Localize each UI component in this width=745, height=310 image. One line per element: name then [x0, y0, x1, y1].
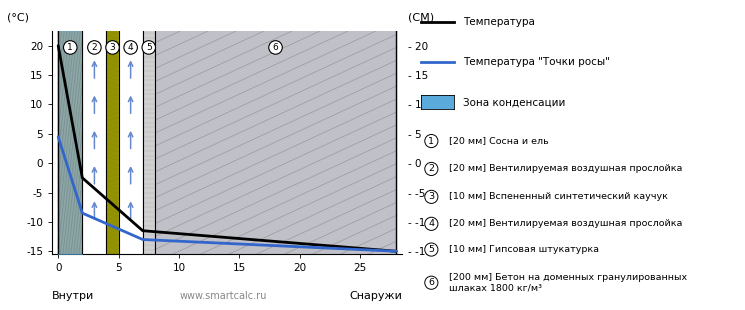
- Text: Температура: Температура: [463, 17, 535, 27]
- Text: [200 мм] Бетон на доменных гранулированных
шлаках 1800 кг/м³: [200 мм] Бетон на доменных гранулированн…: [449, 273, 688, 292]
- Text: Температура "Точки росы": Температура "Точки росы": [463, 57, 610, 67]
- Text: (СМ): (СМ): [408, 12, 434, 22]
- Text: [10 мм] Вспененный синтетический каучук: [10 мм] Вспененный синтетический каучук: [449, 192, 668, 202]
- Text: [20 мм] Вентилируемая воздушная прослойка: [20 мм] Вентилируемая воздушная прослойк…: [449, 164, 682, 174]
- Text: 4: 4: [428, 219, 434, 228]
- Text: [20 мм] Сосна и ель: [20 мм] Сосна и ель: [449, 136, 549, 146]
- Text: 1: 1: [428, 136, 434, 146]
- Text: (°C): (°C): [7, 12, 28, 22]
- Text: 2: 2: [428, 164, 434, 174]
- Text: [10 мм] Гипсовая штукатурка: [10 мм] Гипсовая штукатурка: [449, 245, 599, 254]
- Text: 1: 1: [67, 43, 73, 52]
- Text: 3: 3: [110, 43, 115, 52]
- Text: 4: 4: [128, 43, 133, 52]
- Text: 5: 5: [146, 43, 152, 52]
- Text: 2: 2: [92, 43, 97, 52]
- Text: 6: 6: [428, 278, 434, 287]
- Text: 6: 6: [273, 43, 279, 52]
- Text: 5: 5: [428, 245, 434, 254]
- Text: Зона конденсации: Зона конденсации: [463, 97, 565, 107]
- Text: Снаружи: Снаружи: [349, 291, 402, 301]
- Text: 3: 3: [428, 192, 434, 202]
- Text: [20 мм] Вентилируемая воздушная прослойка: [20 мм] Вентилируемая воздушная прослойк…: [449, 219, 682, 228]
- Text: www.smartcalc.ru: www.smartcalc.ru: [180, 291, 267, 301]
- Text: Внутри: Внутри: [52, 291, 95, 301]
